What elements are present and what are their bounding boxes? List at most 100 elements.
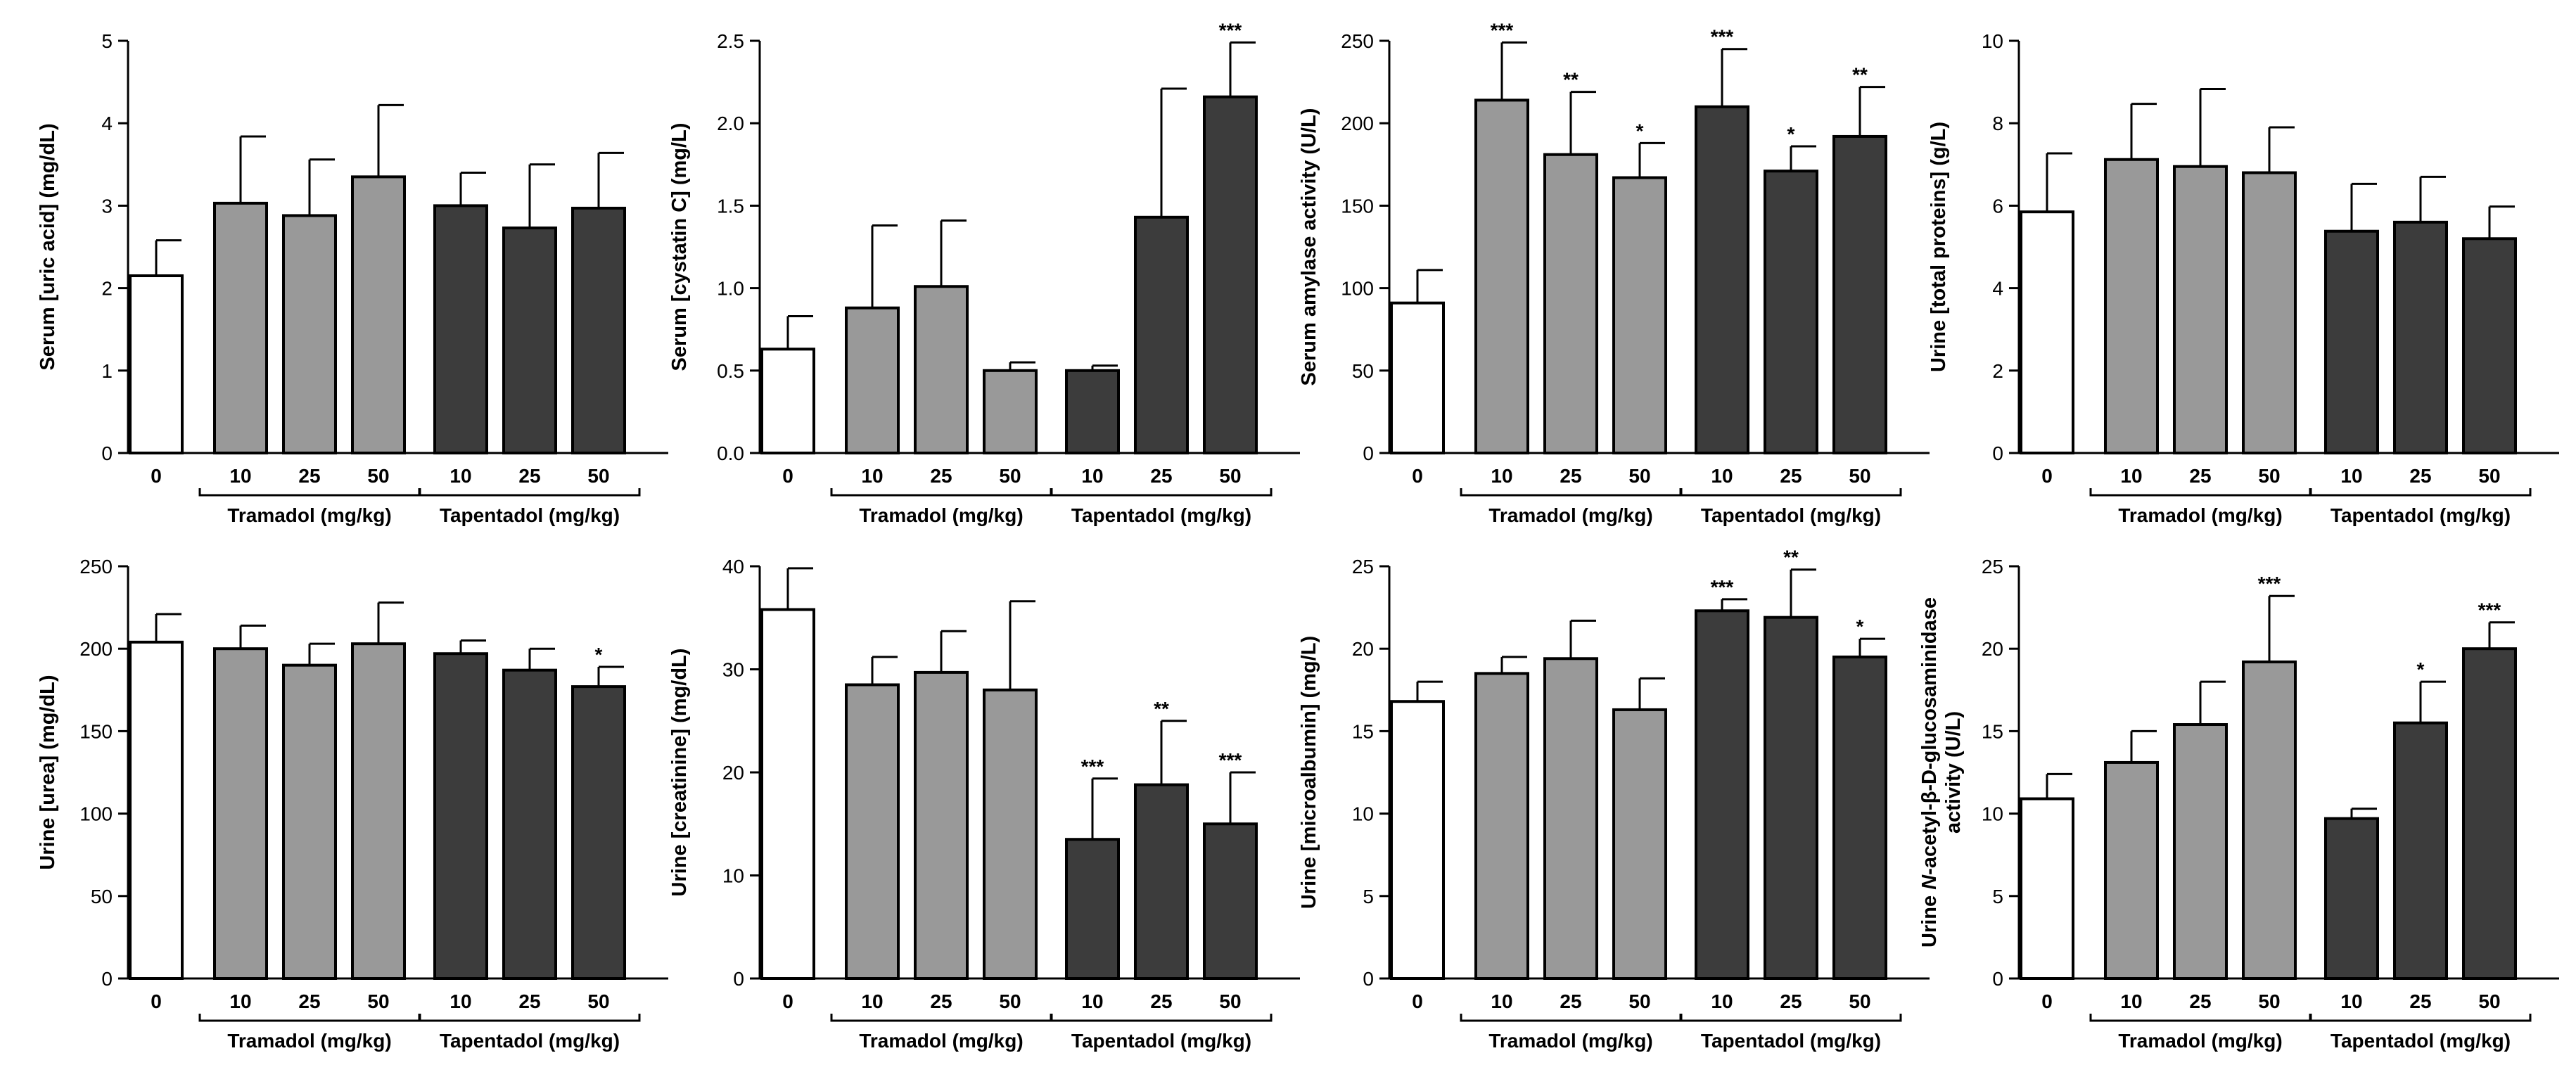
group-label: Tapentadol (mg/kg) — [2330, 1030, 2511, 1052]
bar — [571, 685, 626, 980]
bar — [1764, 170, 1818, 454]
bar — [2324, 229, 2379, 454]
bar — [2173, 723, 2228, 981]
group-bracket — [1460, 1014, 1682, 1022]
chart-panel-6: 0 10 20 30 40 0 10 25 50 10 *** 25 ** 50 *** Tramadol (… — [668, 556, 1300, 1052]
significance-label: ** — [1852, 64, 1868, 86]
bar — [2173, 165, 2228, 454]
group-label: Tramadol (mg/kg) — [859, 1030, 1023, 1052]
x-tick-label: 25 — [1780, 990, 1802, 1012]
group-bracket — [419, 488, 641, 497]
x-tick-label: 0 — [151, 465, 162, 487]
y-axis-label: Urine [total proteins] (g/L) — [1927, 122, 1950, 372]
bar — [983, 688, 1038, 980]
x-tick-label: 10 — [2340, 990, 2362, 1012]
bar — [502, 668, 557, 980]
bar — [2104, 158, 2159, 454]
bar — [433, 204, 488, 454]
y-tick-label: 250 — [1341, 30, 1374, 52]
group-label: Tapentadol (mg/kg) — [2330, 504, 2511, 526]
y-axis-label: Urine [urea] (mg/dL) — [37, 675, 59, 869]
chart-panel-4: 0 2 4 6 8 10 0 10 25 50 10 25 50 Tramadol (mg/kg) Tape… — [1927, 30, 2559, 526]
x-tick-label: 10 — [1491, 465, 1512, 487]
significance-label: ** — [1783, 547, 1799, 568]
y-tick-label: 0 — [1992, 968, 2003, 990]
bar — [845, 683, 900, 980]
y-axis-label: Urine [microalbumin] (mg/L) — [1298, 636, 1320, 909]
y-axis-label-part: N — [1918, 874, 1941, 890]
bar — [1203, 95, 1258, 454]
chart-panel-2: 0.0 0.5 1.0 1.5 2.0 2.5 0 10 25 50 10 25 50 *** Tramad… — [668, 19, 1300, 526]
bar — [914, 285, 969, 455]
y-tick-label: 50 — [1352, 360, 1374, 382]
group-label: Tapentadol (mg/kg) — [440, 504, 620, 526]
x-tick-label: 25 — [930, 990, 952, 1012]
group-label: Tramadol (mg/kg) — [859, 504, 1023, 526]
group-bracket — [419, 1014, 641, 1022]
bar — [2104, 760, 2159, 981]
group-bracket — [2309, 1014, 2532, 1022]
group-label: Tapentadol (mg/kg) — [1071, 504, 1251, 526]
bar — [213, 647, 268, 980]
x-tick-label: 10 — [2340, 465, 2362, 487]
significance-label: *** — [1081, 755, 1104, 777]
bar — [1203, 822, 1258, 980]
group-bracket — [198, 1014, 421, 1022]
bar — [129, 640, 184, 980]
bar — [2462, 647, 2517, 980]
group-bracket — [1680, 1014, 1902, 1022]
x-tick-label: 50 — [587, 990, 609, 1012]
significance-label: *** — [1711, 26, 1734, 48]
y-tick-label: 1.0 — [717, 278, 744, 300]
bar — [571, 206, 626, 454]
x-tick-label: 25 — [1560, 990, 1581, 1012]
y-tick-label: 8 — [1992, 113, 2003, 134]
x-tick-label: 0 — [782, 990, 793, 1012]
y-tick-label: 4 — [101, 113, 113, 134]
x-tick-label: 10 — [861, 990, 883, 1012]
bar — [2242, 660, 2297, 981]
group-bracket — [1680, 488, 1902, 497]
x-tick-label: 0 — [1412, 465, 1423, 487]
significance-label: *** — [1219, 19, 1242, 41]
group-bracket — [2089, 1014, 2312, 1022]
y-tick-label: 6 — [1992, 195, 2003, 217]
y-axis-label-line2: activity (U/L) — [1942, 711, 1965, 834]
y-tick-label: 15 — [1982, 720, 2003, 742]
significance-label: *** — [1491, 19, 1514, 41]
x-tick-label: 25 — [1150, 990, 1172, 1012]
y-axis-label-part: Urine — [1918, 890, 1941, 948]
bar — [2242, 171, 2297, 455]
bar — [983, 369, 1038, 454]
x-tick-label: 25 — [1780, 465, 1802, 487]
bar — [2324, 817, 2379, 980]
x-tick-label: 0 — [1412, 990, 1423, 1012]
significance-label: * — [1636, 120, 1644, 141]
x-tick-label: 25 — [1150, 465, 1172, 487]
y-tick-label: 30 — [722, 659, 744, 681]
chart-panel-3: 0 50 100 150 200 250 0 10 *** 25 ** 50 * 10 *** 25 * 50 **… — [1298, 19, 1930, 526]
x-tick-label: 0 — [2041, 465, 2053, 487]
group-bracket — [830, 488, 1052, 497]
bar — [1390, 700, 1445, 980]
x-tick-label: 50 — [2258, 465, 2280, 487]
y-axis-label: Serum [uric acid] (mg/dL) — [37, 123, 59, 370]
y-axis-label: Serum [cystatin C] (mg/L) — [668, 123, 691, 371]
x-tick-label: 50 — [1849, 465, 1870, 487]
x-tick-label: 10 — [229, 990, 251, 1012]
group-label: Tramadol (mg/kg) — [2118, 504, 2282, 526]
bar — [1695, 609, 1749, 980]
chart-panel-8: 0 5 10 15 20 25 0 10 25 50 *** 10 25 * 50 *** Tramadol (… — [1918, 556, 2559, 1052]
group-label: Tramadol (mg/kg) — [1488, 504, 1652, 526]
y-tick-label: 20 — [1982, 638, 2003, 660]
y-tick-label: 0 — [1363, 968, 1374, 990]
bar — [1065, 838, 1120, 980]
group-bracket — [2309, 488, 2532, 497]
x-tick-label: 10 — [2120, 990, 2142, 1012]
bar — [129, 274, 184, 454]
group-label: Tramadol (mg/kg) — [1488, 1030, 1652, 1052]
x-tick-label: 50 — [1219, 990, 1241, 1012]
bar — [213, 201, 268, 454]
y-tick-label: 0.5 — [717, 360, 744, 382]
bar — [502, 227, 557, 454]
